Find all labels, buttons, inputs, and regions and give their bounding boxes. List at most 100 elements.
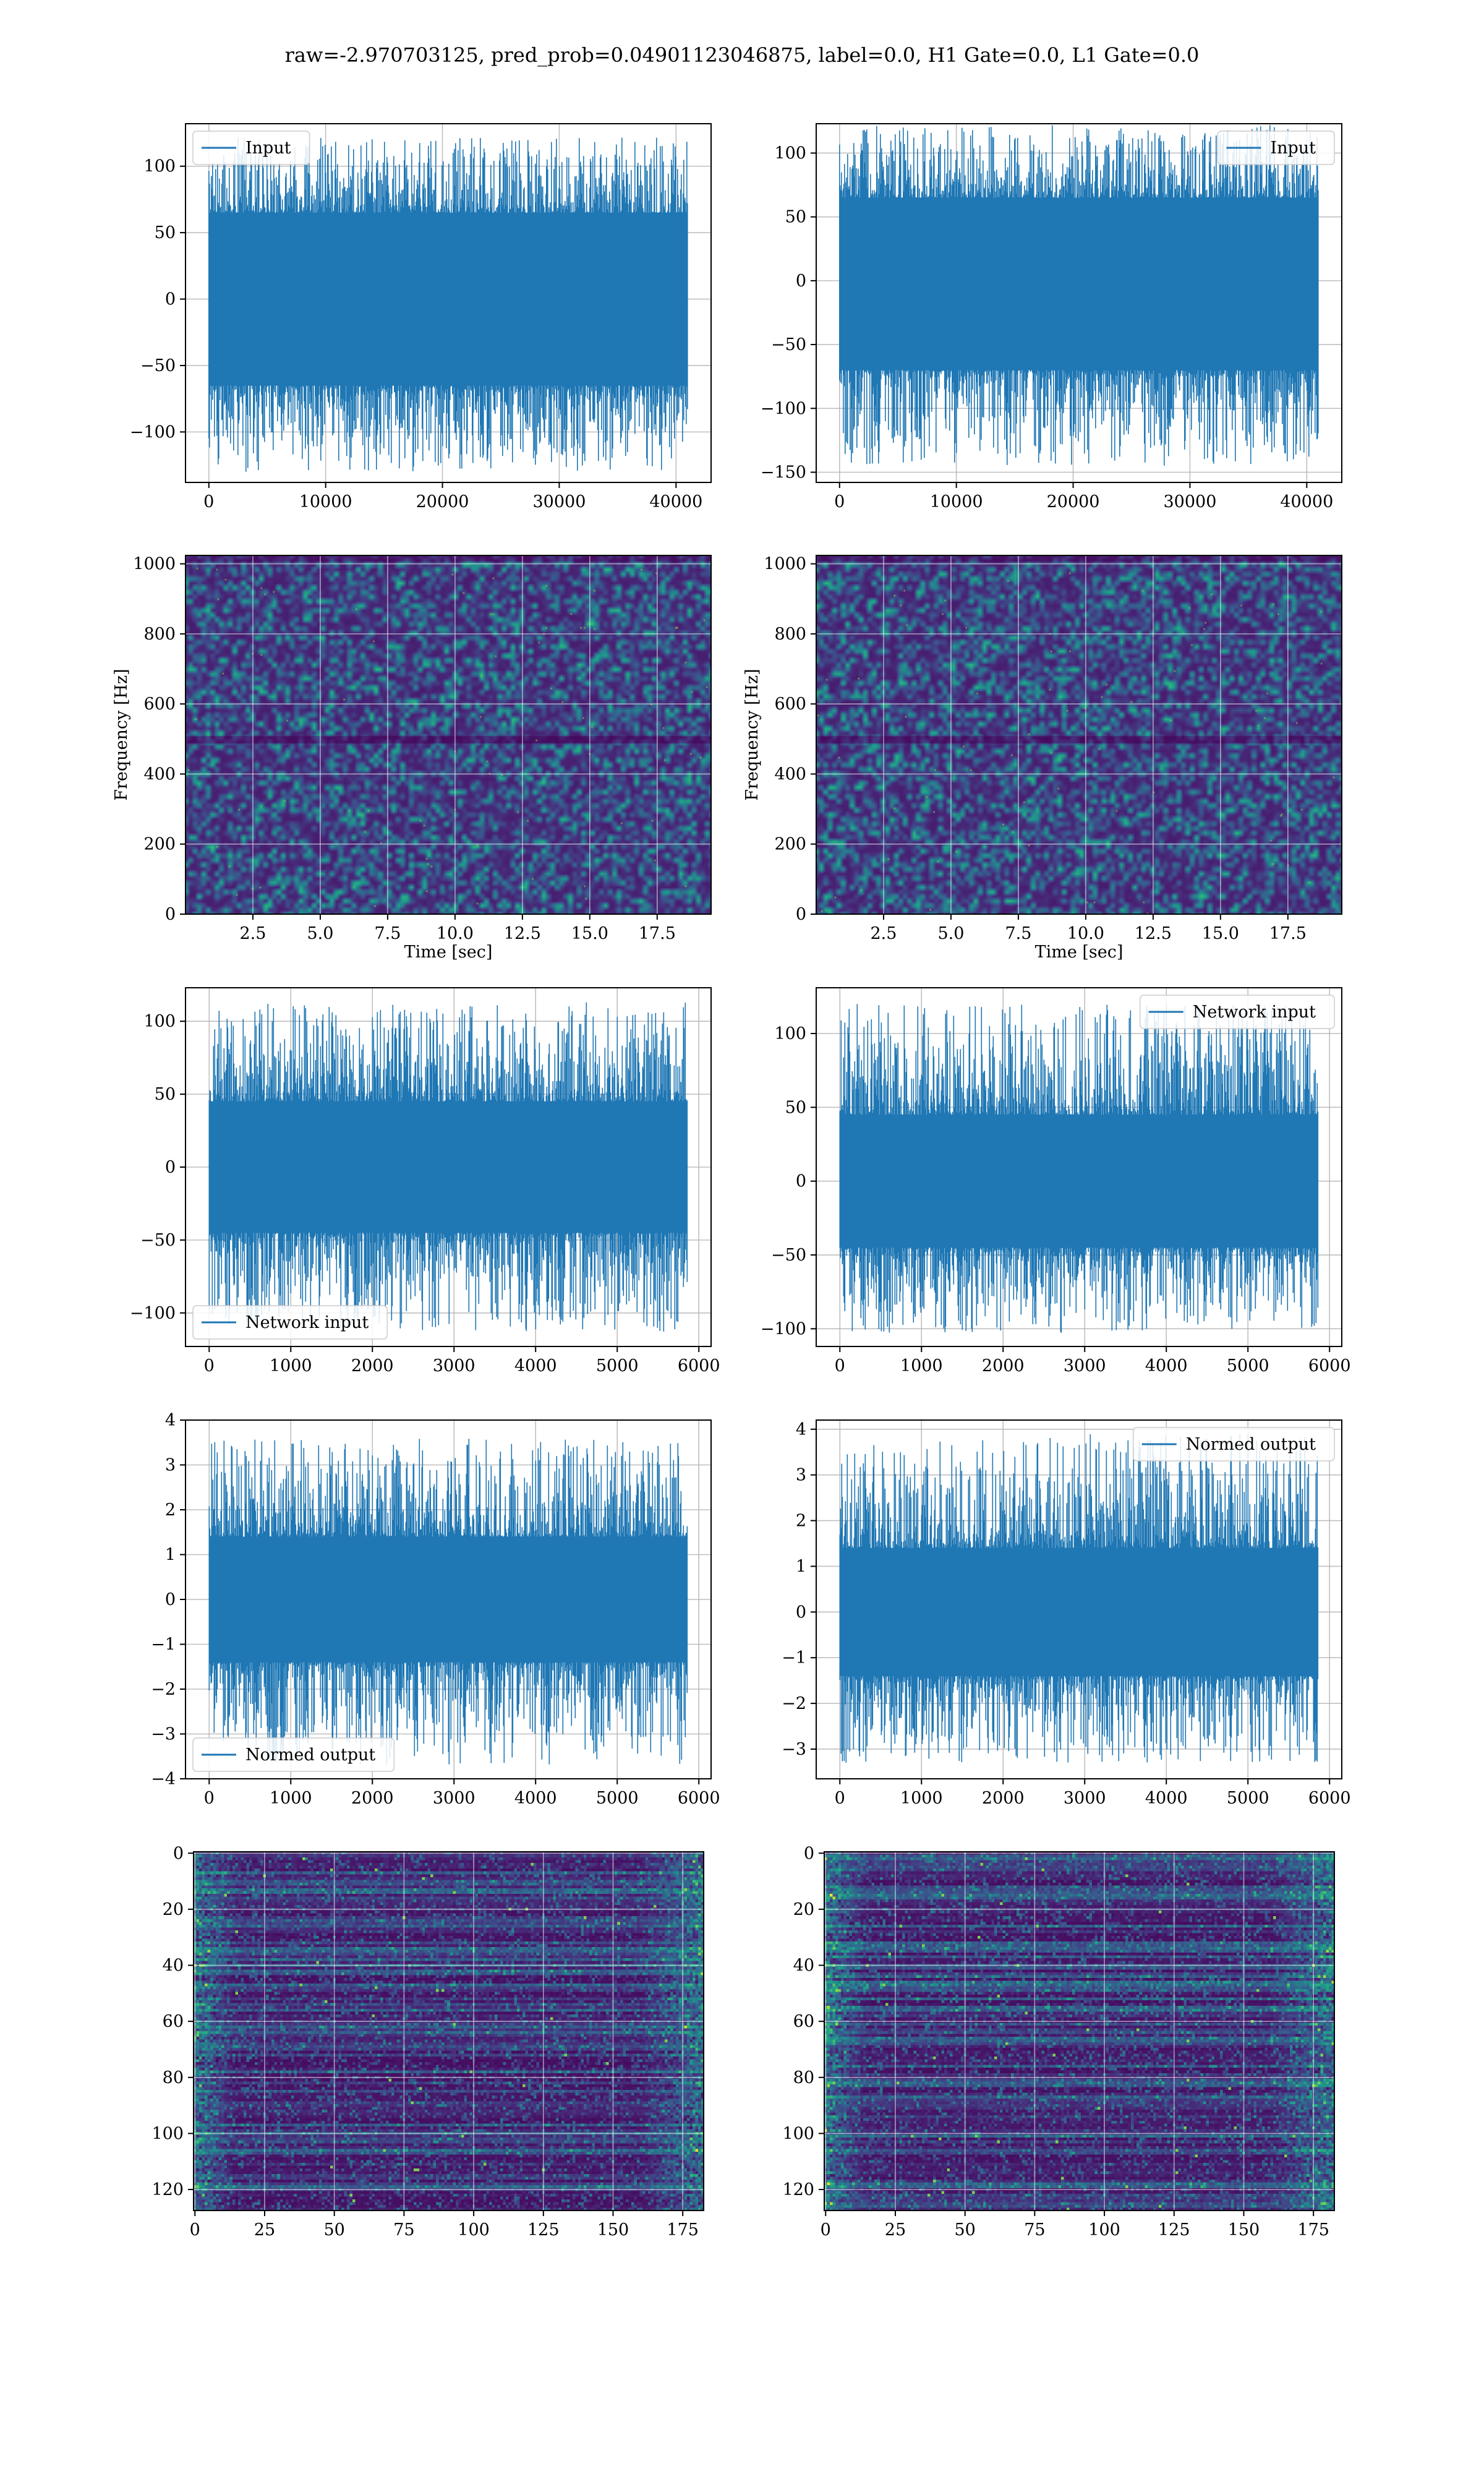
y-tick-label: −2	[782, 1694, 806, 1713]
grid-h1-feature-map	[194, 1852, 704, 2211]
x-tick-label: 12.5	[504, 924, 541, 943]
x-tick-label: 10.0	[437, 924, 474, 943]
spectrogram-image	[816, 555, 1342, 914]
x-tick-label: 75	[1024, 2220, 1045, 2240]
axes-l1-normed-output: 0 1000 2000 3000 4000 5000 6000 −3 −2 −1 0 1 2 3 4 Norm…	[782, 1419, 1351, 1808]
y-tick-label: −2	[151, 1680, 176, 1699]
y-tick-label: −4	[151, 1770, 176, 1789]
x-tick-label: 2.5	[870, 924, 897, 943]
y-tick-label: 400	[143, 764, 176, 784]
x-tick-label: 5.0	[937, 924, 964, 943]
y-tick-label: −100	[761, 1319, 806, 1338]
y-tick-label: −3	[782, 1740, 806, 1759]
x-tick-label: 20000	[416, 492, 469, 511]
y-tick-label: 50	[785, 1098, 806, 1117]
y-tick-label: 600	[774, 695, 806, 714]
x-axis-label: Time [sec]	[404, 943, 493, 962]
x-tick-label: 15.0	[1202, 924, 1239, 943]
axes-frame	[824, 1851, 1335, 2211]
y-tick-label: 0	[165, 905, 176, 924]
axes-frame	[816, 123, 1342, 483]
y-tick-label: 120	[151, 2180, 184, 2199]
figure-title: raw=-2.970703125, pred_prob=0.0490112304…	[285, 43, 1200, 67]
x-tick-label: 50	[954, 2220, 975, 2240]
grid-l1-feature-map	[824, 1852, 1334, 2211]
ticks-l1-spectrogram: 2.5 5.0 7.5 10.0 12.5 15.0 17.5 0 200 400 600 800 10…	[764, 555, 1307, 943]
x-tick-label: 100	[1088, 2220, 1120, 2240]
x-tick-label: 0	[204, 1789, 215, 1808]
y-tick-label: 1000	[133, 555, 176, 574]
y-tick-label: 40	[163, 1956, 184, 1975]
y-tick-label: 50	[155, 223, 176, 242]
y-tick-label: 0	[796, 1603, 806, 1622]
legend-box	[1217, 131, 1335, 165]
ticks-h1-normed-output: 0 1000 2000 3000 4000 5000 6000 −4 −3 −2 −1 0 1 2 3 4	[151, 1411, 720, 1808]
y-tick-label: 4	[796, 1420, 806, 1439]
feature-map-image	[824, 1852, 1334, 2211]
axes-frame	[185, 555, 712, 915]
x-tick-label: 17.5	[1269, 924, 1307, 943]
x-tick-label: 4000	[514, 1789, 557, 1808]
x-tick-label: 4000	[1145, 1789, 1188, 1808]
series-line-normed-output	[208, 1439, 688, 1765]
x-tick-label: 3000	[1064, 1356, 1106, 1376]
x-tick-label: 175	[667, 2220, 699, 2240]
x-tick-label: 0	[834, 492, 845, 511]
x-tick-label: 12.5	[1135, 924, 1172, 943]
legend: Network input	[192, 1305, 388, 1340]
panels: 0 10000 20000 30000 40000−100−50050100Input0…	[112, 123, 1351, 2240]
x-tick-label: 5000	[596, 1356, 639, 1376]
axes-h1-input: 0 10000 20000 30000 40000 −100 −50 0 50 100 Input	[130, 123, 712, 511]
x-tick-label: 10.0	[1067, 924, 1104, 943]
y-tick-label: 2	[165, 1500, 176, 1520]
ticks-l1-network-input: 0 1000 2000 3000 4000 5000 6000 −100 −50 0 50 100	[761, 1024, 1351, 1376]
x-tick-label: 5000	[1227, 1356, 1269, 1376]
y-tick-label: 100	[782, 2124, 814, 2143]
axes-h1-network-input: 0 1000 2000 3000 4000 5000 6000 −100 −50 0 50 100 Ne…	[130, 987, 720, 1376]
x-tick-label: 50	[323, 2220, 344, 2240]
x-tick-label: 150	[597, 2220, 629, 2240]
y-tick-label: 4	[165, 1411, 176, 1430]
legend-label: Normed output	[245, 1745, 375, 1765]
x-tick-label: 7.5	[1005, 924, 1031, 943]
x-tick-label: 1000	[270, 1789, 312, 1808]
legend-box	[192, 131, 310, 165]
x-tick-label: 30000	[1163, 492, 1216, 511]
y-tick-label: 60	[163, 2012, 184, 2031]
x-tick-label: 2.5	[239, 924, 266, 943]
y-tick-label: −50	[140, 356, 176, 375]
grid-l1-spectrogram	[816, 555, 1342, 915]
x-tick-label: 2000	[982, 1789, 1025, 1808]
y-tick-label: 0	[796, 905, 806, 924]
axes-l1-input: 0 10000 20000 30000 40000 −150 −100 −50 0 50 100 In…	[761, 123, 1342, 511]
y-axis-label: Frequency [Hz]	[112, 669, 131, 800]
axes-frame	[816, 555, 1342, 915]
y-tick-label: −1	[782, 1648, 806, 1667]
spectrogram-image	[186, 555, 711, 914]
x-tick-label: 30000	[532, 492, 586, 511]
axes-l1-spectrogram: 2.5 5.0 7.5 10.0 12.5 15.0 17.5 0 200 400 600 800 10…	[743, 555, 1342, 962]
y-tick-label: 1	[165, 1546, 176, 1565]
y-tick-label: 0	[796, 1172, 806, 1191]
legend-box	[1140, 995, 1335, 1029]
y-tick-label: 60	[793, 2012, 814, 2031]
x-tick-label: 10000	[930, 492, 983, 511]
legend-label: Input	[1270, 139, 1316, 158]
y-tick-label: 1000	[764, 555, 806, 574]
x-tick-label: 150	[1228, 2220, 1260, 2240]
x-tick-label: 7.5	[374, 924, 401, 943]
x-tick-label: 3000	[1064, 1789, 1106, 1808]
y-tick-label: 20	[793, 1900, 814, 1919]
x-tick-label: 17.5	[639, 924, 676, 943]
x-tick-label: 0	[203, 492, 214, 511]
legend-box	[192, 1737, 395, 1772]
legend-label: Network input	[245, 1313, 369, 1332]
series-line-network-input	[839, 1004, 1319, 1333]
ticks-l1-normed-output: 0 1000 2000 3000 4000 5000 6000 −3 −2 −1 0 1 2 3 4	[782, 1420, 1350, 1808]
y-tick-label: 400	[774, 764, 806, 784]
x-tick-label: 6000	[678, 1356, 720, 1376]
series-line-input	[208, 137, 688, 472]
x-tick-label: 5000	[596, 1789, 639, 1808]
y-tick-label: 50	[785, 208, 806, 227]
